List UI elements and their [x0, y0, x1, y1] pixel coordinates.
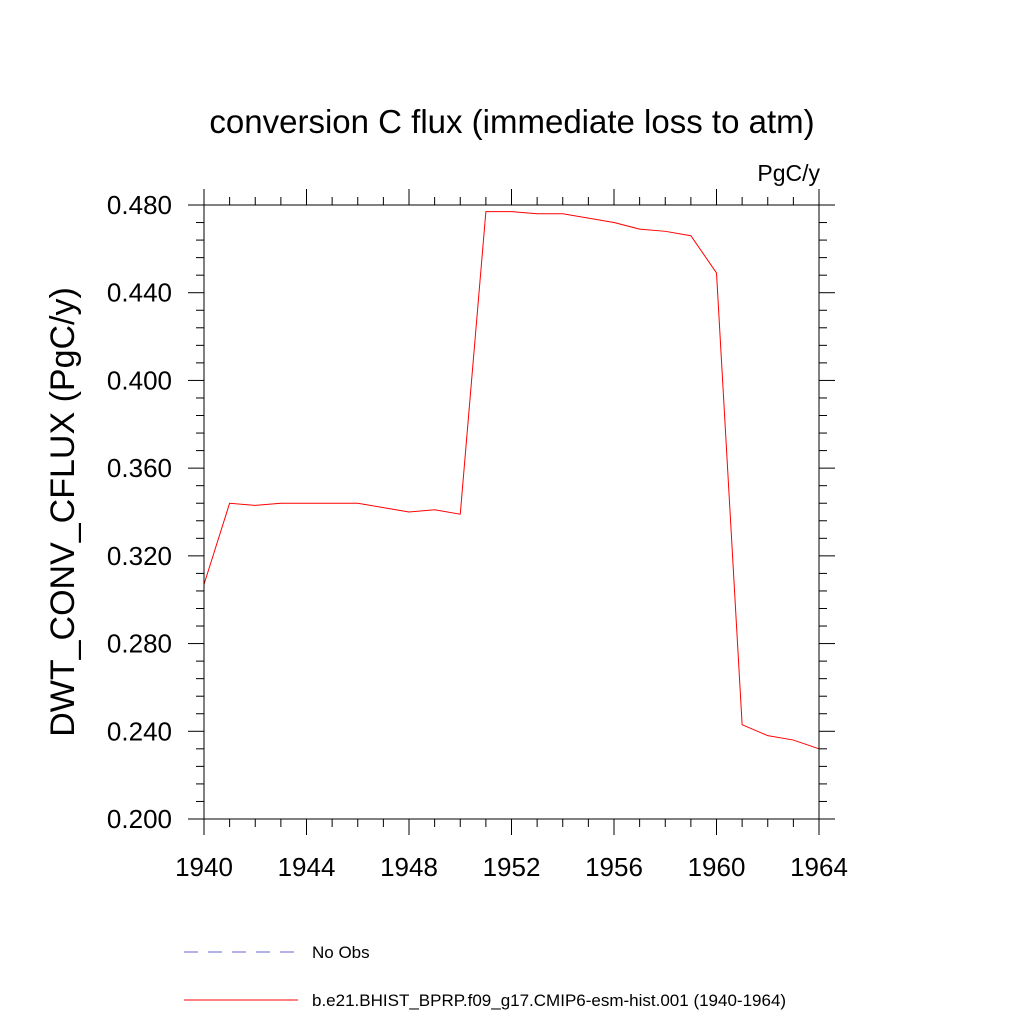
y-tick-label: 0.200 [107, 804, 172, 834]
x-tick-label: 1956 [585, 852, 643, 882]
x-tick-label: 1940 [175, 852, 233, 882]
axis-ticks [188, 189, 835, 835]
x-tick-label: 1944 [278, 852, 336, 882]
x-tick-label: 1948 [380, 852, 438, 882]
series-line [203, 211, 820, 750]
x-tick-label: 1960 [688, 852, 746, 882]
legend-label: b.e21.BHIST_BPRP.f09_g17.CMIP6-esm-hist.… [312, 991, 786, 1010]
y-tick-label: 0.400 [107, 365, 172, 395]
units-label: PgC/y [757, 160, 820, 186]
x-tick-label: 1964 [790, 852, 848, 882]
chart-title: conversion C flux (immediate loss to atm… [209, 103, 814, 140]
legend-label: No Obs [312, 943, 370, 962]
tick-labels: 1940 1944 1948 1952 1956 1960 1964 0.200 0.240 0.… [107, 190, 848, 882]
y-axis-label: DWT_CONV_CFLUX (PgC/y) [44, 287, 82, 737]
y-tick-label: 0.240 [107, 716, 172, 746]
series-layer [203, 211, 820, 750]
legend: No Obs b.e21.BHIST_BPRP.f09_g17.CMIP6-esm… [184, 943, 786, 1010]
y-tick-label: 0.440 [107, 278, 172, 308]
plot-frame [203, 204, 820, 820]
y-tick-label: 0.320 [107, 541, 172, 571]
y-tick-label: 0.480 [107, 190, 172, 220]
y-tick-label: 0.360 [107, 453, 172, 483]
x-tick-label: 1952 [483, 852, 541, 882]
y-tick-label: 0.280 [107, 629, 172, 659]
